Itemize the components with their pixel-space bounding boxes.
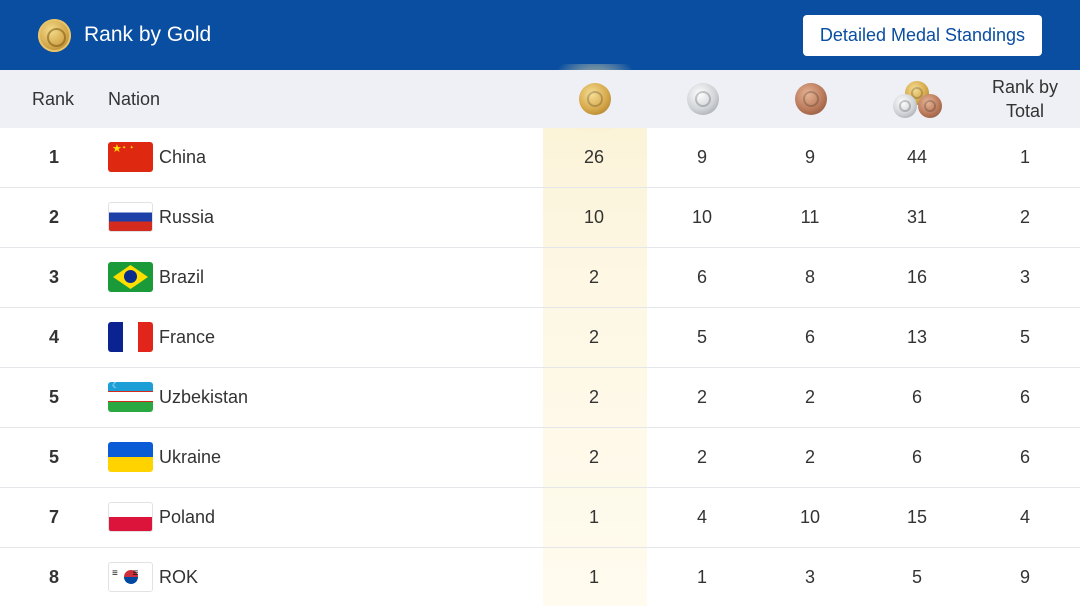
silver-medal-icon[interactable] bbox=[687, 83, 719, 115]
silver-count: 6 bbox=[696, 267, 707, 287]
table-header: Rank Nation Rank by Total bbox=[0, 70, 1080, 128]
total-silver-icon bbox=[893, 94, 917, 118]
rank-by-total: 2 bbox=[1019, 207, 1030, 227]
rank-cell: 4 bbox=[48, 327, 59, 347]
gold-count: 2 bbox=[588, 447, 599, 467]
rank-by-total: 6 bbox=[1019, 387, 1030, 407]
table-row[interactable]: 5 Uzbekistan 2 2 2 6 6 bbox=[0, 368, 1080, 428]
table-row[interactable]: 7 Poland 1 4 10 15 4 bbox=[0, 488, 1080, 548]
total-count: 16 bbox=[906, 267, 928, 287]
gold-count: 2 bbox=[588, 387, 599, 407]
nation-name[interactable]: Brazil bbox=[159, 267, 205, 287]
column-header-nation[interactable]: Nation bbox=[108, 88, 161, 109]
bronze-count: 3 bbox=[804, 567, 815, 587]
nation-name[interactable]: Poland bbox=[159, 507, 216, 527]
total-count: 6 bbox=[911, 387, 922, 407]
column-header-rank[interactable]: Rank bbox=[32, 88, 75, 109]
rank-cell: 3 bbox=[48, 267, 59, 287]
poland-flag-icon bbox=[108, 502, 153, 532]
rank-cell: 2 bbox=[48, 207, 59, 227]
column-header-rank-by-total[interactable]: Rank by Total bbox=[991, 77, 1059, 121]
silver-count: 2 bbox=[696, 387, 707, 407]
rank-by-total: 6 bbox=[1019, 447, 1030, 467]
gold-count: 2 bbox=[588, 267, 599, 287]
uzbekistan-flag-icon bbox=[108, 382, 153, 412]
bronze-medal-icon[interactable] bbox=[795, 83, 827, 115]
france-flag-icon bbox=[108, 322, 153, 352]
gold-count: 26 bbox=[583, 147, 605, 167]
bronze-count: 2 bbox=[804, 387, 815, 407]
gold-count: 1 bbox=[588, 567, 599, 587]
russia-flag-icon bbox=[108, 202, 153, 232]
table-row[interactable]: 3 Brazil 2 6 8 16 3 bbox=[0, 248, 1080, 308]
bronze-count: 11 bbox=[800, 207, 820, 227]
table-row[interactable]: 5 Ukraine 2 2 2 6 6 bbox=[0, 428, 1080, 488]
gold-count: 10 bbox=[583, 207, 605, 227]
rank-cell: 5 bbox=[48, 387, 59, 407]
rank-by-total: 3 bbox=[1019, 267, 1030, 287]
table-row[interactable]: 1 China 26 9 9 44 1 bbox=[0, 128, 1080, 188]
nation-name[interactable]: Uzbekistan bbox=[159, 387, 249, 407]
total-count: 6 bbox=[911, 447, 922, 467]
korea-flag-icon bbox=[108, 562, 153, 592]
gold-medal-icon[interactable] bbox=[579, 83, 611, 115]
bronze-count: 6 bbox=[804, 327, 815, 347]
nation-name[interactable]: ROK bbox=[159, 567, 199, 587]
total-medals-icon[interactable] bbox=[893, 81, 943, 119]
silver-count: 4 bbox=[696, 507, 707, 527]
bronze-count: 10 bbox=[799, 507, 821, 527]
rank-by-total: 9 bbox=[1019, 567, 1030, 587]
page-title: Rank by Gold bbox=[84, 23, 212, 46]
nation-name[interactable]: France bbox=[159, 327, 216, 347]
nation-name[interactable]: Ukraine bbox=[159, 447, 222, 467]
rank-by-total: 1 bbox=[1019, 147, 1030, 167]
china-flag-icon bbox=[108, 142, 153, 172]
bronze-count: 8 bbox=[804, 267, 815, 287]
rank-cell: 8 bbox=[48, 567, 59, 587]
total-count: 15 bbox=[906, 507, 928, 527]
nation-name[interactable]: China bbox=[159, 147, 207, 167]
top-bar: Rank by Gold Detailed Medal Standings bbox=[0, 0, 1080, 70]
silver-count: 2 bbox=[696, 447, 707, 467]
total-count: 5 bbox=[911, 567, 922, 587]
table-row[interactable]: 4 France 2 5 6 13 5 bbox=[0, 308, 1080, 368]
bronze-count: 2 bbox=[804, 447, 815, 467]
silver-count: 1 bbox=[696, 567, 707, 587]
total-count: 31 bbox=[906, 207, 928, 227]
total-bronze-icon bbox=[918, 94, 942, 118]
rank-cell: 7 bbox=[48, 507, 59, 527]
rank-cell: 1 bbox=[48, 147, 59, 167]
gold-medal-logo-icon bbox=[38, 19, 71, 52]
table-row[interactable]: 8 ROK 1 1 3 5 9 bbox=[0, 548, 1080, 606]
gold-count: 2 bbox=[588, 327, 599, 347]
silver-count: 9 bbox=[696, 147, 707, 167]
total-count: 13 bbox=[906, 327, 928, 347]
silver-count: 10 bbox=[691, 207, 713, 227]
table-row[interactable]: 2 Russia 10 10 11 31 2 bbox=[0, 188, 1080, 248]
rank-by-total: 5 bbox=[1019, 327, 1030, 347]
nation-name[interactable]: Russia bbox=[159, 207, 215, 227]
silver-count: 5 bbox=[696, 327, 707, 347]
detailed-medal-standings-button[interactable]: Detailed Medal Standings bbox=[803, 15, 1042, 56]
bronze-count: 9 bbox=[804, 147, 815, 167]
gold-count: 1 bbox=[588, 507, 599, 527]
total-count: 44 bbox=[906, 147, 928, 167]
ukraine-flag-icon bbox=[108, 442, 153, 472]
rank-by-total: 4 bbox=[1019, 507, 1030, 527]
brazil-flag-icon bbox=[108, 262, 153, 292]
rank-cell: 5 bbox=[48, 447, 59, 467]
